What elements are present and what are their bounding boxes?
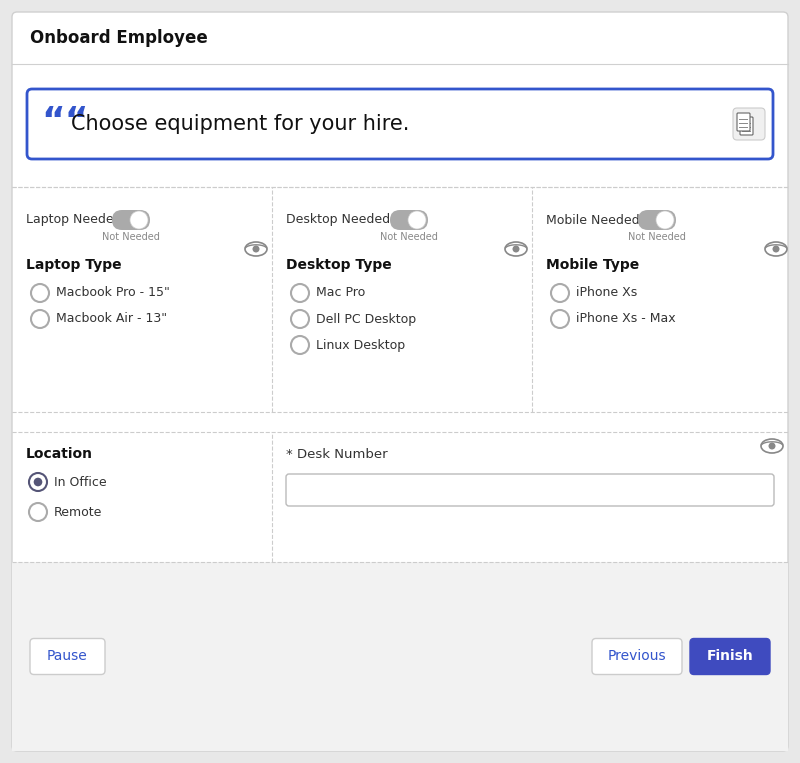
Circle shape xyxy=(551,284,569,302)
FancyBboxPatch shape xyxy=(112,210,150,230)
FancyBboxPatch shape xyxy=(733,108,765,140)
Circle shape xyxy=(773,246,779,253)
Circle shape xyxy=(513,246,519,253)
Text: Previous: Previous xyxy=(608,649,666,664)
Circle shape xyxy=(408,211,426,229)
Text: Dell PC Desktop: Dell PC Desktop xyxy=(316,313,416,326)
Text: Laptop Type: Laptop Type xyxy=(26,258,122,272)
Circle shape xyxy=(656,211,674,229)
Circle shape xyxy=(253,246,259,253)
Text: Macbook Air - 13": Macbook Air - 13" xyxy=(56,313,167,326)
FancyBboxPatch shape xyxy=(638,210,676,230)
Circle shape xyxy=(291,336,309,354)
FancyBboxPatch shape xyxy=(12,562,788,751)
FancyBboxPatch shape xyxy=(737,113,750,131)
Circle shape xyxy=(34,478,42,486)
Text: Not Needed: Not Needed xyxy=(380,232,438,242)
Text: Desktop Needed: Desktop Needed xyxy=(286,214,390,227)
FancyBboxPatch shape xyxy=(30,639,105,674)
Circle shape xyxy=(29,473,47,491)
Text: Finish: Finish xyxy=(706,649,754,664)
Circle shape xyxy=(291,284,309,302)
Text: Onboard Employee: Onboard Employee xyxy=(30,29,208,47)
Circle shape xyxy=(31,310,49,328)
Text: Mobile Type: Mobile Type xyxy=(546,258,639,272)
Text: In Office: In Office xyxy=(54,475,106,488)
Text: Macbook Pro - 15": Macbook Pro - 15" xyxy=(56,286,170,300)
Text: Desktop Type: Desktop Type xyxy=(286,258,392,272)
Circle shape xyxy=(291,310,309,328)
Circle shape xyxy=(29,503,47,521)
Circle shape xyxy=(769,443,775,449)
Text: Mobile Needed: Mobile Needed xyxy=(546,214,640,227)
Text: Location: Location xyxy=(26,447,93,461)
Text: Linux Desktop: Linux Desktop xyxy=(316,339,405,352)
Text: Remote: Remote xyxy=(54,506,102,519)
Circle shape xyxy=(551,310,569,328)
FancyBboxPatch shape xyxy=(740,117,753,135)
Text: Pause: Pause xyxy=(47,649,88,664)
FancyBboxPatch shape xyxy=(286,474,774,506)
Text: iPhone Xs - Max: iPhone Xs - Max xyxy=(576,313,676,326)
FancyBboxPatch shape xyxy=(27,89,773,159)
Text: Laptop Needed: Laptop Needed xyxy=(26,214,122,227)
Circle shape xyxy=(31,284,49,302)
Text: iPhone Xs: iPhone Xs xyxy=(576,286,638,300)
Text: * Desk Number: * Desk Number xyxy=(286,448,388,461)
Text: Not Needed: Not Needed xyxy=(628,232,686,242)
Text: Mac Pro: Mac Pro xyxy=(316,286,366,300)
Text: ““: ““ xyxy=(41,105,89,139)
FancyBboxPatch shape xyxy=(690,639,770,674)
FancyBboxPatch shape xyxy=(592,639,682,674)
Text: Not Needed: Not Needed xyxy=(102,232,160,242)
FancyBboxPatch shape xyxy=(390,210,428,230)
Circle shape xyxy=(130,211,148,229)
FancyBboxPatch shape xyxy=(12,12,788,751)
Text: Choose equipment for your hire.: Choose equipment for your hire. xyxy=(71,114,410,134)
